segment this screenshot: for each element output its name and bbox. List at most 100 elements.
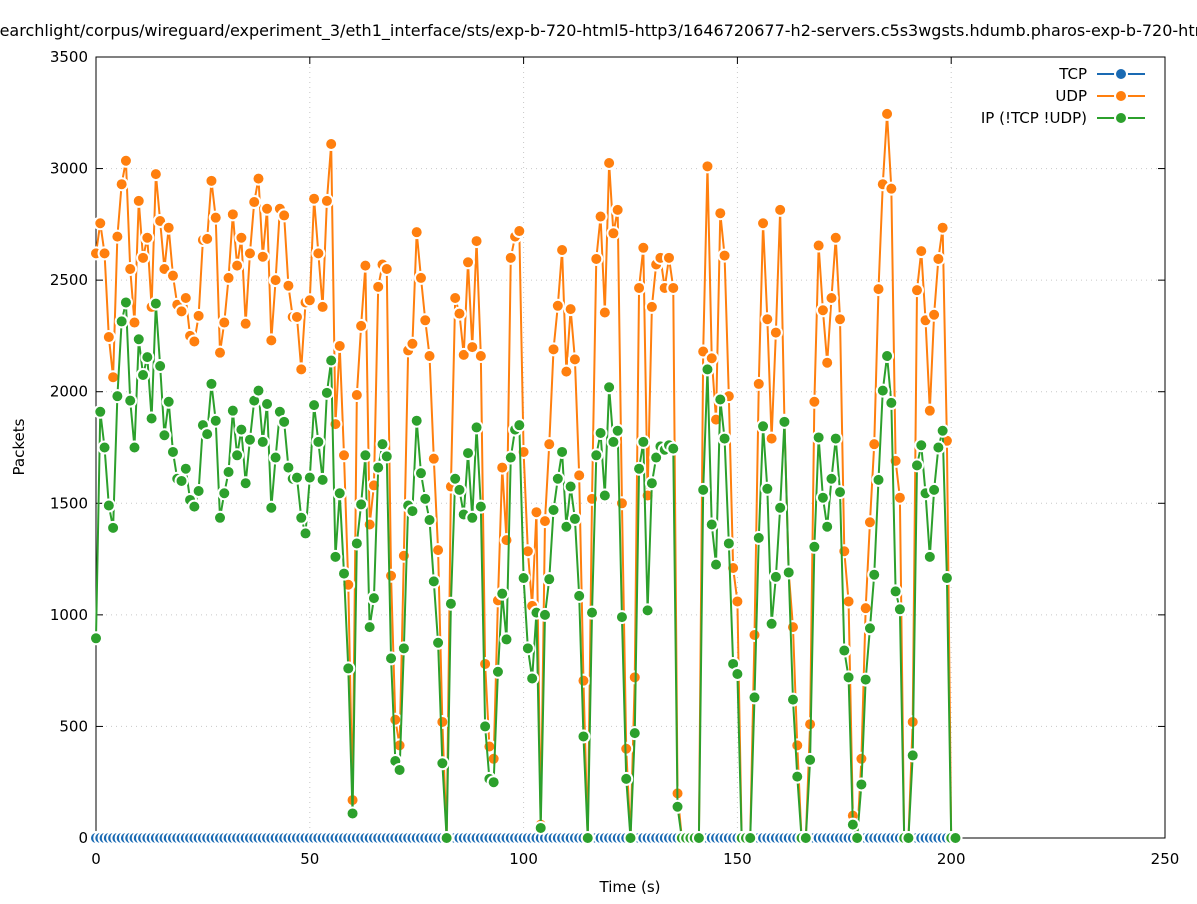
legend: TCP UDP IP (!TCP !UDP)	[981, 65, 1145, 127]
data-point	[208, 413, 223, 428]
data-point	[213, 510, 228, 525]
data-point	[824, 290, 839, 305]
data-point	[362, 620, 377, 635]
data-point	[264, 500, 279, 515]
data-point	[234, 230, 249, 245]
data-point	[593, 209, 608, 224]
data-point	[721, 536, 736, 551]
data-point	[478, 656, 493, 671]
data-point	[871, 472, 886, 487]
data-point	[837, 544, 852, 559]
data-point	[803, 752, 818, 767]
data-point	[858, 601, 873, 616]
y-axis-label: Packets	[10, 418, 28, 475]
data-point	[499, 533, 514, 548]
data-point	[811, 430, 826, 445]
data-point	[123, 393, 138, 408]
data-point	[709, 557, 724, 572]
data-point	[747, 690, 762, 705]
data-point	[764, 431, 779, 446]
data-point	[409, 413, 424, 428]
data-point	[123, 261, 138, 276]
data-point	[743, 831, 758, 845]
legend-marker	[1114, 67, 1128, 81]
data-point	[371, 279, 386, 294]
data-point	[833, 485, 848, 500]
data-point	[828, 230, 843, 245]
data-point	[469, 234, 484, 249]
data-point	[785, 620, 800, 635]
ticks: 0 500 1000 1500 2000 2500 3000 3500 0 50 100 150 200…	[50, 48, 1180, 868]
data-point	[337, 566, 352, 581]
data-point	[213, 345, 228, 360]
series-line	[95, 113, 956, 839]
data-point	[328, 417, 343, 432]
data-point	[661, 250, 676, 265]
data-point	[191, 484, 206, 499]
data-point	[614, 496, 629, 511]
data-point	[337, 448, 352, 463]
data-point	[597, 488, 612, 503]
data-point	[495, 586, 510, 601]
data-point	[161, 394, 176, 409]
data-point	[354, 318, 369, 333]
data-point	[200, 231, 215, 246]
data-point	[341, 661, 356, 676]
data-point	[696, 482, 711, 497]
data-point	[375, 437, 390, 452]
data-point	[396, 548, 411, 563]
y-tick-label: 1500	[50, 494, 88, 512]
x-tick-label: 0	[91, 850, 101, 868]
data-point	[777, 414, 792, 429]
data-point	[756, 419, 771, 434]
data-point	[691, 831, 706, 845]
data-point	[559, 519, 574, 534]
x-tick-label: 50	[300, 850, 319, 868]
data-point	[756, 216, 771, 231]
data-point	[260, 396, 275, 411]
data-point	[880, 106, 895, 121]
data-point	[837, 643, 852, 658]
data-point	[465, 340, 480, 355]
data-point	[234, 422, 249, 437]
data-point	[426, 574, 441, 589]
data-point	[503, 250, 518, 265]
data-point	[478, 719, 493, 734]
data-point	[931, 440, 946, 455]
data-point	[165, 444, 180, 459]
data-point	[93, 404, 108, 419]
data-point	[131, 332, 146, 347]
data-point	[140, 350, 155, 365]
data-point	[807, 394, 822, 409]
data-point	[93, 216, 108, 231]
data-point	[452, 306, 467, 321]
data-point	[174, 304, 189, 319]
data-point	[901, 831, 916, 845]
data-point	[165, 268, 180, 283]
data-point	[542, 437, 557, 452]
data-point	[602, 155, 617, 170]
data-point	[371, 460, 386, 475]
data-point	[422, 349, 437, 364]
data-point	[572, 588, 587, 603]
data-point	[178, 461, 193, 476]
data-point	[174, 473, 189, 488]
chart-title: /searchlight/corpus/wireguard/experiment…	[0, 21, 1197, 41]
data-point	[632, 461, 647, 476]
data-point	[332, 338, 347, 353]
data-point	[909, 283, 924, 298]
data-point	[144, 411, 159, 426]
legend-marker	[1114, 111, 1128, 125]
data-point	[473, 499, 488, 514]
data-point	[118, 153, 133, 168]
y-tick-label: 2000	[50, 383, 88, 401]
data-point	[495, 460, 510, 475]
data-point	[880, 349, 895, 364]
data-point	[114, 177, 129, 192]
legend-item: TCP	[1058, 65, 1145, 83]
data-point	[747, 627, 762, 642]
data-point	[845, 817, 860, 832]
data-point	[311, 434, 326, 449]
data-point	[768, 569, 783, 584]
data-point	[798, 831, 813, 845]
